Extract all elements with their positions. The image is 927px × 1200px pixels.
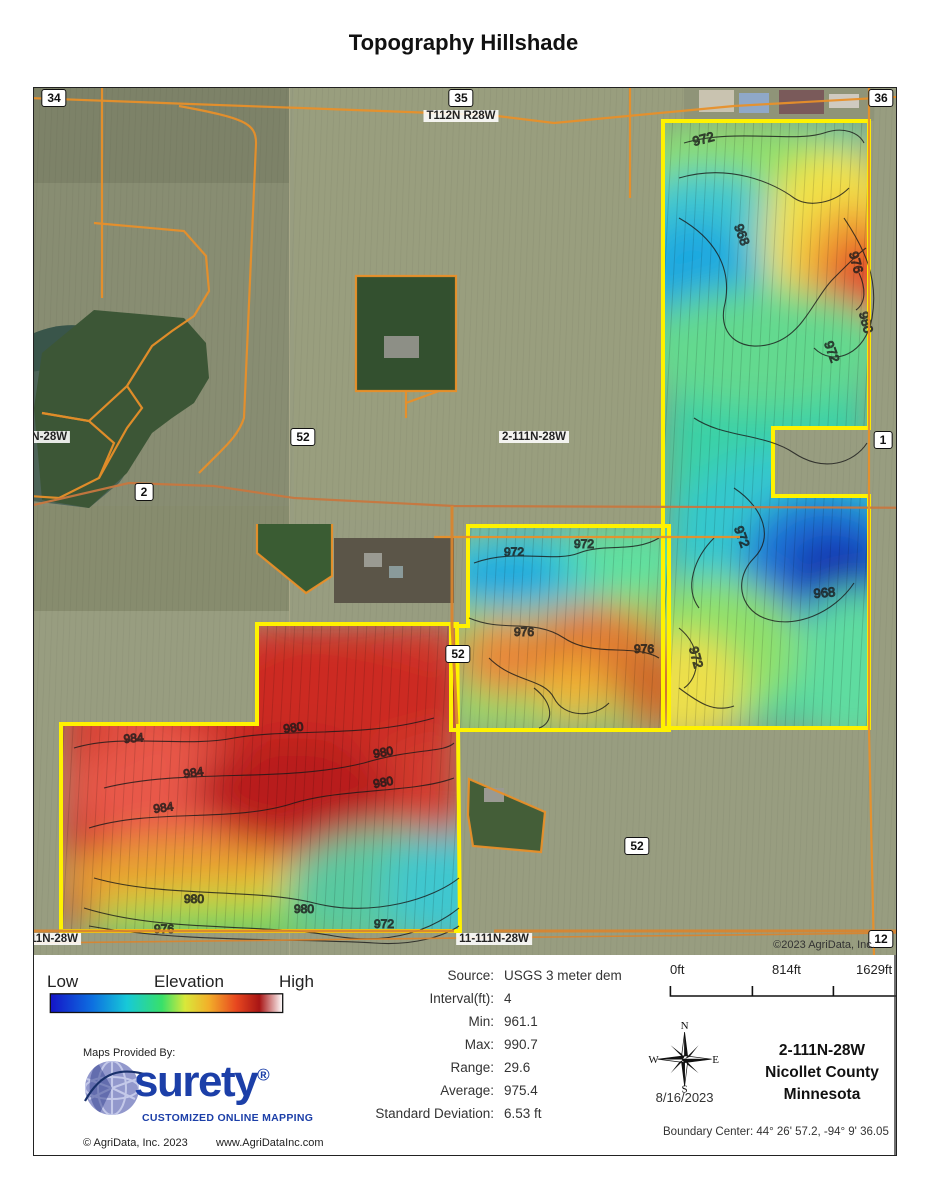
svg-text:N: N	[681, 1020, 689, 1032]
svg-text:972: 972	[574, 537, 594, 551]
svg-text:984: 984	[152, 799, 174, 816]
svg-text:Low: Low	[47, 972, 79, 991]
svg-text:0ft: 0ft	[670, 962, 685, 977]
svg-text:814ft: 814ft	[772, 962, 801, 977]
svg-text:976: 976	[634, 642, 654, 656]
svg-text:980: 980	[282, 719, 304, 736]
svg-text:972: 972	[374, 917, 394, 931]
svg-text:High: High	[279, 972, 314, 991]
svg-text:980: 980	[184, 892, 204, 906]
svg-text:984: 984	[182, 764, 204, 781]
svg-text:E: E	[712, 1054, 719, 1066]
svg-text:972: 972	[504, 545, 524, 559]
svg-text:976: 976	[154, 922, 174, 936]
svg-text:980: 980	[294, 902, 314, 916]
svg-text:976: 976	[514, 625, 534, 639]
svg-text:968: 968	[813, 584, 836, 601]
svg-text:1629ft: 1629ft	[856, 962, 893, 977]
svg-text:984: 984	[123, 730, 144, 746]
svg-text:W: W	[648, 1054, 659, 1066]
svg-text:8/16/2023: 8/16/2023	[656, 1090, 714, 1105]
svg-text:Elevation: Elevation	[154, 972, 224, 991]
